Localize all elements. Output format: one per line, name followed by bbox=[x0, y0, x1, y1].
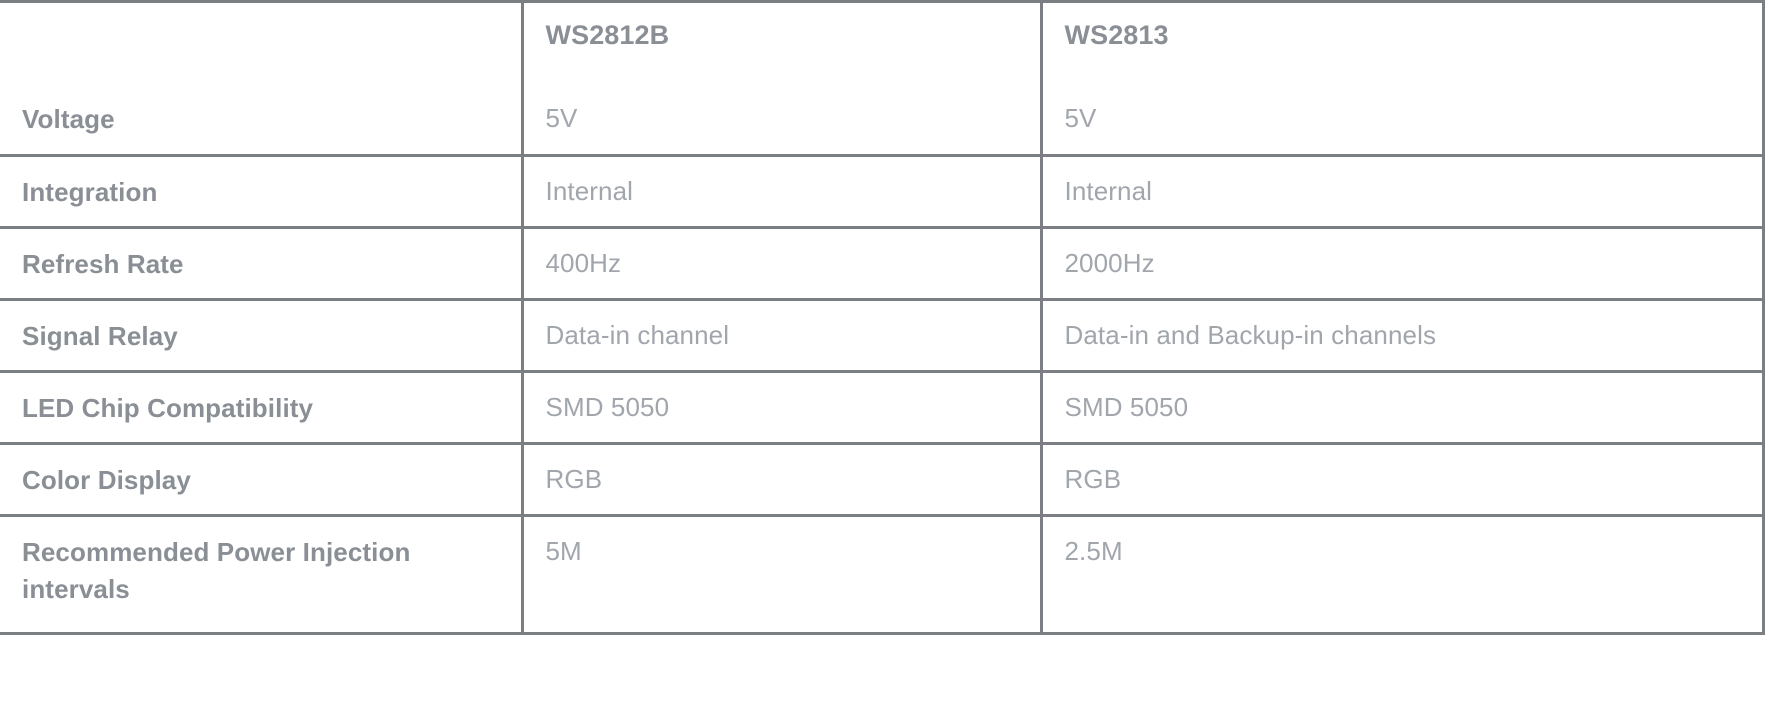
row-label-cell: Signal Relay bbox=[0, 299, 522, 372]
row-label-cell: Recommended Power Injection intervals bbox=[0, 515, 522, 634]
row-value-cell-ws2812b: Data-in channel bbox=[520, 299, 1041, 372]
row-value-text-ws2813: 2000Hz bbox=[1064, 248, 1155, 278]
row-value-text-ws2812b: 400Hz bbox=[545, 248, 622, 278]
row-value-text-ws2812b: Internal bbox=[545, 176, 634, 206]
row-value-cell-ws2813: RGB bbox=[1039, 443, 1765, 516]
row-value-text-ws2813: Internal bbox=[1064, 176, 1153, 206]
row-label-text: Recommended Power Injection intervals bbox=[22, 537, 411, 604]
row-value-cell-ws2812b: 400Hz bbox=[520, 227, 1041, 300]
corner-cell-text bbox=[22, 20, 521, 21]
table-body: Voltage 5V 5V Integration Internal Inter… bbox=[0, 83, 1765, 634]
header-label-ws2813: WS2813 bbox=[1064, 20, 1169, 50]
row-value-cell-ws2813: 2.5M bbox=[1039, 515, 1765, 634]
table-row: Integration Internal Internal bbox=[0, 155, 1765, 228]
row-label-cell: Refresh Rate bbox=[0, 227, 522, 300]
row-value-text-ws2813: 5V bbox=[1064, 102, 1097, 133]
row-value-text-ws2813: RGB bbox=[1064, 464, 1122, 494]
row-label-text: Refresh Rate bbox=[22, 249, 184, 279]
row-value-text-ws2813: 2.5M bbox=[1064, 536, 1123, 566]
row-value-cell-ws2813: Data-in and Backup-in channels bbox=[1039, 299, 1765, 372]
row-label-text: Signal Relay bbox=[22, 321, 178, 351]
row-label-cell: Voltage bbox=[0, 83, 522, 156]
table-row: Signal Relay Data-in channel Data-in and… bbox=[0, 299, 1765, 372]
row-value-text-ws2812b: RGB bbox=[545, 464, 603, 494]
row-value-text-ws2812b: SMD 5050 bbox=[545, 392, 670, 422]
header-label-ws2812b: WS2812B bbox=[545, 20, 670, 50]
row-value-cell-ws2813: 5V bbox=[1039, 83, 1765, 156]
row-value-text-ws2812b: Data-in channel bbox=[545, 320, 730, 350]
row-value-text-ws2812b: 5V bbox=[545, 102, 578, 133]
row-value-cell-ws2812b: RGB bbox=[520, 443, 1041, 516]
table-row: Voltage 5V 5V bbox=[0, 83, 1765, 156]
row-value-cell-ws2812b: 5V bbox=[520, 83, 1041, 156]
table-row: Refresh Rate 400Hz 2000Hz bbox=[0, 227, 1765, 300]
header-cell-ws2812b: WS2812B bbox=[520, 1, 1041, 84]
row-value-text-ws2813: SMD 5050 bbox=[1064, 392, 1189, 422]
header-cell-ws2813: WS2813 bbox=[1039, 1, 1765, 84]
row-value-cell-ws2812b: 5M bbox=[520, 515, 1041, 634]
led-spec-comparison-table: WS2812B WS2813 Voltage 5V 5V bbox=[0, 0, 1765, 635]
row-value-cell-ws2813: 2000Hz bbox=[1039, 227, 1765, 300]
row-value-text-ws2812b: 5M bbox=[545, 536, 582, 566]
table-head: WS2812B WS2813 bbox=[0, 1, 1765, 84]
row-value-cell-ws2812b: SMD 5050 bbox=[520, 371, 1041, 444]
row-label-cell: LED Chip Compatibility bbox=[0, 371, 522, 444]
table-row: Color Display RGB RGB bbox=[0, 443, 1765, 516]
row-label-text: Color Display bbox=[22, 465, 191, 495]
row-value-cell-ws2813: Internal bbox=[1039, 155, 1765, 228]
row-value-cell-ws2812b: Internal bbox=[520, 155, 1041, 228]
comparison-table-container: WS2812B WS2813 Voltage 5V 5V bbox=[0, 0, 1765, 635]
header-cell-corner bbox=[0, 1, 522, 84]
row-label-text: Integration bbox=[22, 177, 158, 207]
row-value-cell-ws2813: SMD 5050 bbox=[1039, 371, 1765, 444]
row-label-text: LED Chip Compatibility bbox=[22, 393, 314, 423]
table-header-row: WS2812B WS2813 bbox=[0, 1, 1765, 84]
row-value-text-ws2813: Data-in and Backup-in channels bbox=[1064, 320, 1437, 350]
row-label-cell: Integration bbox=[0, 155, 522, 228]
row-label-text: Voltage bbox=[22, 103, 115, 134]
table-row: Recommended Power Injection intervals 5M… bbox=[0, 515, 1765, 634]
row-label-cell: Color Display bbox=[0, 443, 522, 516]
table-row: LED Chip Compatibility SMD 5050 SMD 5050 bbox=[0, 371, 1765, 444]
